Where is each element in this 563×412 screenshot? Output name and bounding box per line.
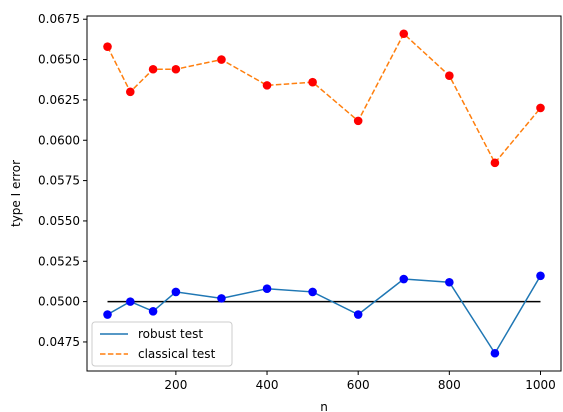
- legend-box: [91, 321, 233, 367]
- series-line-classical-test: [106, 32, 542, 165]
- data-point-robust-test: [217, 294, 226, 303]
- x-axis-label: n: [320, 400, 328, 412]
- y-tick-label: 0.0500: [38, 295, 80, 309]
- legend-entry-classical-test: classical test: [138, 347, 216, 361]
- y-tick-label: 0.0525: [38, 254, 80, 268]
- data-point-classical-test: [536, 103, 545, 113]
- data-point-robust-test: [103, 310, 112, 319]
- y-tick-label: 0.0575: [38, 174, 80, 188]
- y-tick-label: 0.0600: [38, 133, 80, 147]
- data-point-robust-test: [148, 306, 158, 316]
- data-point-robust-test: [399, 274, 409, 284]
- data-point-robust-test: [308, 287, 317, 297]
- data-point-classical-test: [217, 55, 226, 64]
- y-tick-label: 0.0475: [38, 335, 80, 349]
- y-tick-label: 0.0675: [38, 12, 80, 26]
- legend: robust test classical test: [91, 321, 233, 367]
- y-axis-label: type I error: [9, 160, 23, 227]
- data-point-robust-test: [125, 297, 135, 306]
- data-point-robust-test: [490, 348, 500, 358]
- axes: 200 400 600 800 1000 0.0475 0.0500 0.0525 0.0550…: [38, 12, 562, 392]
- x-tick-label: 1000: [525, 378, 556, 392]
- data-point-robust-test: [353, 310, 363, 319]
- x-tick-label: 400: [256, 378, 279, 392]
- data-point-classical-test: [171, 64, 181, 74]
- data-point-robust-test: [171, 287, 181, 297]
- y-tick-label: 0.0650: [38, 53, 80, 67]
- data-point-robust-test: [445, 277, 454, 287]
- data-point-classical-test: [490, 158, 500, 168]
- data-point-classical-test: [399, 29, 409, 39]
- y-tick-label: 0.0625: [38, 93, 80, 107]
- data-point-classical-test: [148, 64, 158, 74]
- data-point-robust-test: [536, 271, 545, 281]
- x-tick-label: 600: [347, 378, 370, 392]
- data-point-classical-test: [262, 81, 272, 90]
- data-point-classical-test: [445, 71, 454, 81]
- data-point-robust-test: [262, 284, 272, 294]
- data-point-classical-test: [353, 116, 363, 126]
- y-tick-label: 0.0550: [38, 214, 80, 228]
- x-tick-label: 800: [438, 378, 461, 392]
- data-point-classical-test: [103, 42, 112, 51]
- axes-frame: [86, 15, 562, 372]
- data-point-classical-test: [308, 77, 317, 87]
- plot-area: [103, 29, 545, 358]
- x-tick-label: 200: [164, 378, 187, 392]
- legend-entry-robust-test: robust test: [138, 327, 203, 341]
- data-point-classical-test: [125, 87, 135, 97]
